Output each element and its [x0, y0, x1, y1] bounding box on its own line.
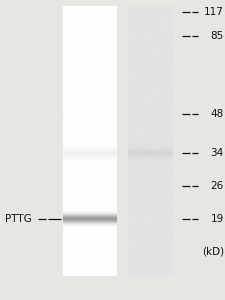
Text: (kD): (kD)	[202, 247, 224, 257]
Text: 34: 34	[211, 148, 224, 158]
Text: PTTG: PTTG	[4, 214, 31, 224]
Text: 26: 26	[211, 181, 224, 191]
Text: 19: 19	[211, 214, 224, 224]
Text: 85: 85	[211, 31, 224, 41]
Text: 117: 117	[204, 7, 224, 17]
Text: 48: 48	[211, 109, 224, 119]
